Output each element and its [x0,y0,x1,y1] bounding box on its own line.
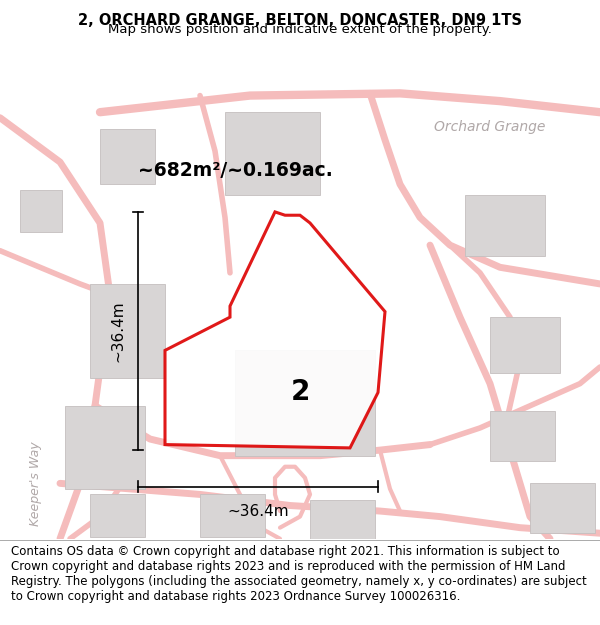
Text: ~682m²/~0.169ac.: ~682m²/~0.169ac. [138,161,333,181]
Text: ~36.4m: ~36.4m [110,300,125,362]
Bar [20,190,62,232]
Bar [200,494,265,536]
Bar [235,351,375,456]
Text: 2, ORCHARD GRANGE, BELTON, DONCASTER, DN9 1TS: 2, ORCHARD GRANGE, BELTON, DONCASTER, DN… [78,12,522,28]
Text: 2: 2 [290,379,310,406]
Bar [490,317,560,372]
Bar [90,284,165,378]
Bar [310,500,375,539]
Text: Keeper's Way: Keeper's Way [29,441,41,526]
Bar [90,494,145,536]
Bar [65,406,145,489]
Text: Map shows position and indicative extent of the property.: Map shows position and indicative extent… [108,23,492,36]
Bar [225,112,320,195]
Bar [530,483,595,533]
Text: Contains OS data © Crown copyright and database right 2021. This information is : Contains OS data © Crown copyright and d… [11,545,587,602]
Text: ~36.4m: ~36.4m [227,504,289,519]
Polygon shape [165,212,385,448]
Bar [100,129,155,184]
Bar [465,195,545,256]
Text: Orchard Grange: Orchard Grange [434,119,545,134]
Bar [490,411,555,461]
